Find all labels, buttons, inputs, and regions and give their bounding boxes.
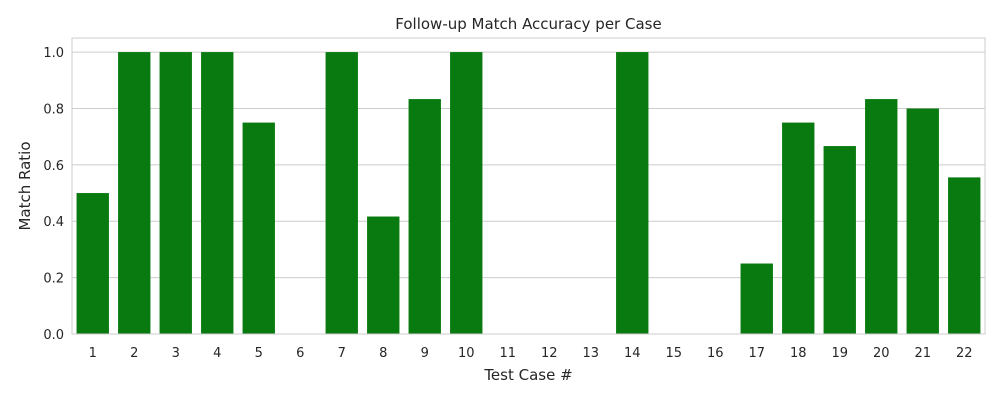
- bar-case-14: [616, 52, 649, 334]
- y-tick-label: 0.4: [43, 215, 64, 230]
- x-tick-label: 20: [873, 346, 890, 361]
- bars: [76, 52, 981, 334]
- bar-case-9: [408, 99, 441, 334]
- x-tick-label: 9: [421, 346, 429, 361]
- x-tick-label: 17: [748, 346, 765, 361]
- bar-case-10: [450, 52, 483, 334]
- bar-case-5: [242, 122, 275, 334]
- bar-case-21: [906, 108, 939, 334]
- bar-case-7: [325, 52, 358, 334]
- y-tick-label: 0.2: [43, 272, 64, 287]
- bar-case-18: [782, 122, 815, 334]
- plot-frame: [71, 37, 986, 335]
- bar-case-1: [76, 193, 109, 334]
- x-tick-label: 5: [255, 346, 263, 361]
- x-tick-label: 18: [790, 346, 807, 361]
- bar-case-4: [201, 52, 234, 334]
- y-tick-labels: 0.0 0.2 0.4 0.6 0.8 1.0: [43, 46, 64, 343]
- y-tick-label: 1.0: [43, 46, 64, 61]
- x-tick-label: 14: [624, 346, 641, 361]
- x-tick-label: 13: [582, 346, 599, 361]
- bar-case-22: [948, 177, 981, 334]
- bar-case-8: [367, 216, 400, 334]
- bar-case-2: [118, 52, 151, 334]
- y-tick-label: 0.8: [43, 102, 64, 117]
- x-tick-label: 11: [499, 346, 516, 361]
- x-tick-label: 22: [956, 346, 973, 361]
- y-tick-label: 0.0: [43, 328, 64, 343]
- x-tick-labels: 1 2 3 4 5 6 7 8 9 10 11 12 13 14 15 16 17 18 19 20 21 22: [89, 346, 973, 361]
- y-tick-label: 0.6: [43, 159, 64, 174]
- x-tick-label: 16: [707, 346, 724, 361]
- x-axis-label: Test Case #: [483, 366, 572, 384]
- x-tick-label: 21: [914, 346, 931, 361]
- bar-case-3: [159, 52, 192, 334]
- y-axis-label: Match Ratio: [16, 141, 34, 230]
- x-tick-label: 10: [458, 346, 475, 361]
- x-tick-label: 1: [89, 346, 97, 361]
- x-tick-label: 12: [541, 346, 558, 361]
- x-tick-label: 2: [130, 346, 138, 361]
- x-tick-label: 19: [831, 346, 848, 361]
- x-tick-label: 8: [379, 346, 387, 361]
- x-tick-label: 4: [213, 346, 221, 361]
- x-tick-label: 15: [665, 346, 682, 361]
- bar-case-20: [865, 99, 898, 334]
- bar-case-17: [740, 263, 773, 334]
- x-tick-label: 6: [296, 346, 304, 361]
- chart-title: Follow-up Match Accuracy per Case: [395, 15, 661, 33]
- x-tick-label: 3: [172, 346, 180, 361]
- x-tick-label: 7: [338, 346, 346, 361]
- bar-case-19: [823, 146, 856, 334]
